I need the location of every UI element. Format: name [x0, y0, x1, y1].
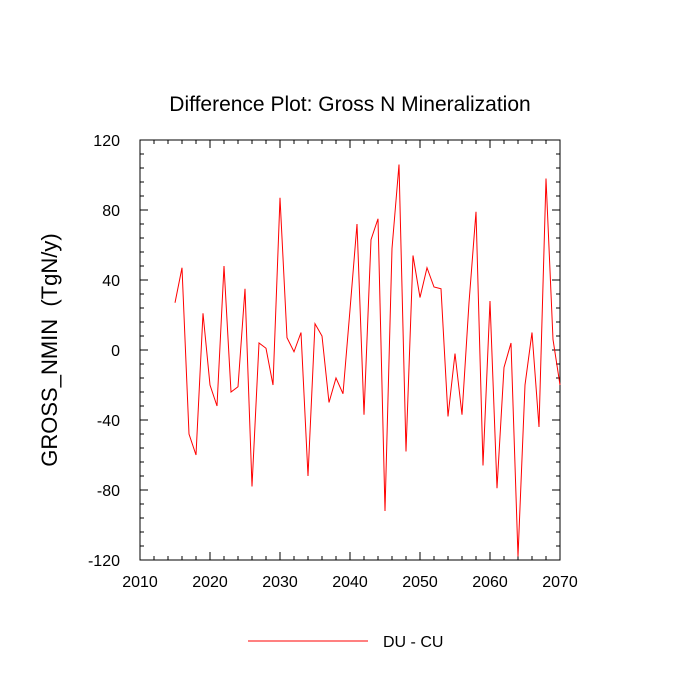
legend: DU - CU: [248, 634, 443, 651]
y-tick-label: -120: [88, 553, 120, 570]
x-tick-label: 2060: [472, 574, 508, 591]
axis-tick-labels: 2010 2020 2030 2040 2050 2060 2070 -120 -80 -40 0 4…: [88, 133, 578, 591]
x-tick-label: 2070: [542, 574, 578, 591]
y-tick-label: -80: [97, 483, 120, 500]
y-tick-label: 40: [102, 273, 120, 290]
y-tick-label: 120: [93, 133, 120, 150]
axis-ticks: [139, 139, 561, 561]
y-tick-label: -40: [97, 413, 120, 430]
x-tick-label: 2040: [332, 574, 368, 591]
y-axis-label: GROSS_NMIN (TgN/y): [37, 233, 62, 466]
chart-title: Difference Plot: Gross N Mineralization: [169, 93, 530, 116]
plot-area: 2010 2020 2030 2040 2050 2060 2070 -120 -80 -40 0 4…: [88, 133, 578, 591]
y-tick-label: 0: [111, 343, 120, 360]
plot-frame: [139, 139, 561, 561]
x-tick-label: 2020: [192, 574, 228, 591]
y-tick-label: 80: [102, 203, 120, 220]
series-line-du-cu: [174, 164, 561, 557]
x-tick-label: 2010: [122, 574, 158, 591]
legend-label: DU - CU: [383, 634, 443, 651]
x-tick-label: 2050: [402, 574, 438, 591]
x-tick-label: 2030: [262, 574, 298, 591]
